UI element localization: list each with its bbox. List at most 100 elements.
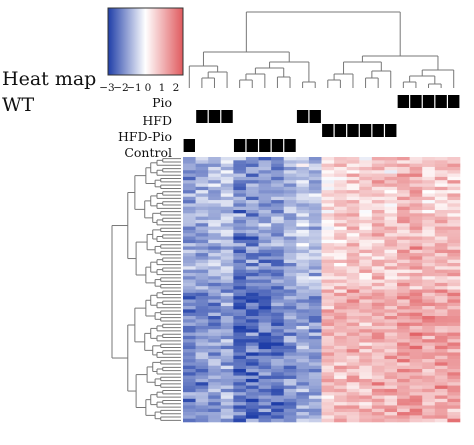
- heatmap-cell: [409, 352, 423, 357]
- heatmap-cell: [434, 375, 448, 380]
- heatmap-cell: [434, 325, 448, 330]
- heatmap-cell: [434, 176, 448, 181]
- heatmap-cell: [334, 335, 347, 340]
- heatmap-cell: [183, 186, 196, 191]
- heatmap-cell: [334, 322, 347, 327]
- heatmap-cell: [409, 292, 423, 297]
- heatmap-cell: [334, 206, 347, 211]
- heatmap-cell: [384, 352, 398, 357]
- heatmap-cell: [308, 388, 322, 393]
- heatmap-cell: [296, 196, 310, 201]
- heatmap-cell: [334, 226, 347, 231]
- heatmap-cell: [422, 176, 436, 181]
- heatmap-cell: [346, 329, 360, 333]
- heatmap-cell: [384, 253, 398, 257]
- heatmap-cell: [195, 392, 209, 396]
- heatmap-cell: [258, 412, 272, 416]
- heatmap-cell: [384, 276, 398, 280]
- heatmap-cell: [434, 292, 448, 297]
- heatmap-cell: [208, 335, 222, 340]
- heatmap-cell: [245, 239, 259, 244]
- group-bar-cell: [334, 124, 347, 137]
- heatmap-cell: [308, 292, 322, 297]
- heatmap-cell: [371, 190, 385, 194]
- heatmap-cell: [371, 349, 385, 353]
- heatmap-cell: [245, 282, 259, 287]
- heatmap-cell: [296, 329, 310, 333]
- heatmap-cell: [422, 322, 436, 327]
- heatmap-cell: [271, 226, 285, 231]
- heatmap-cell: [384, 249, 398, 254]
- heatmap-cell: [384, 335, 398, 340]
- heatmap-cell: [245, 355, 259, 360]
- heatmap-cell: [409, 349, 423, 353]
- heatmap-cell: [233, 302, 247, 307]
- heatmap-cell: [346, 392, 360, 396]
- heatmap-cell: [208, 266, 222, 270]
- heatmap-cell: [208, 239, 222, 244]
- heatmap-cell: [283, 299, 297, 304]
- group-bar-cell: [435, 95, 447, 108]
- heatmap-cell: [384, 219, 398, 224]
- heatmap-cell: [397, 190, 410, 194]
- heatmap-cell: [195, 203, 209, 207]
- heatmap-cell: [220, 279, 234, 284]
- heatmap-cell: [359, 292, 373, 297]
- heatmap-cell: [183, 213, 196, 217]
- heatmap-cell: [409, 388, 423, 393]
- heatmap-cell: [220, 256, 234, 260]
- heatmap-cell: [258, 322, 272, 327]
- heatmap-cell: [271, 170, 285, 174]
- heatmap-cell: [308, 249, 322, 254]
- heatmap-cell: [296, 296, 310, 300]
- heatmap-cell: [283, 385, 297, 390]
- heatmap-cell: [233, 163, 247, 168]
- heatmap-cell: [308, 253, 322, 257]
- heatmap-cell: [321, 385, 335, 390]
- heatmap-cell: [296, 259, 310, 264]
- heatmap-cell: [334, 418, 347, 423]
- heatmap-cell: [359, 398, 373, 403]
- heatmap-cell: [321, 282, 335, 287]
- heatmap-cell: [384, 325, 398, 330]
- heatmap-cell: [258, 239, 272, 244]
- heatmap-cell: [447, 243, 461, 247]
- heatmap-cell: [245, 193, 259, 198]
- heatmap-cell: [195, 289, 209, 294]
- heatmap-cell: [422, 325, 436, 330]
- heatmap-cell: [321, 276, 335, 280]
- heatmap-cell: [397, 375, 410, 380]
- heatmap-cell: [245, 219, 259, 224]
- heatmap-cell: [233, 203, 247, 207]
- heatmap-cell: [283, 359, 297, 363]
- heatmap-cell: [258, 306, 272, 310]
- heatmap-cell: [283, 210, 297, 214]
- heatmap-cell: [346, 193, 360, 198]
- heatmap-cell: [321, 392, 335, 396]
- heatmap-cell: [258, 203, 272, 207]
- heatmap-cell: [308, 352, 322, 357]
- heatmap-cell: [208, 398, 222, 403]
- heatmap-cell: [283, 276, 297, 280]
- heatmap-cell: [220, 392, 234, 396]
- heatmap-cell: [296, 335, 310, 340]
- heatmap-cell: [371, 325, 385, 330]
- heatmap-cell: [434, 160, 448, 164]
- heatmap-cell: [195, 219, 209, 224]
- group-bar-cell: [196, 110, 208, 123]
- heatmap-cell: [422, 253, 436, 257]
- heatmap-cell: [308, 216, 322, 221]
- heatmap-cell: [258, 408, 272, 413]
- heatmap-cell: [245, 415, 259, 419]
- heatmap-cell: [422, 309, 436, 313]
- heatmap-cell: [220, 223, 234, 227]
- heatmap-cell: [296, 322, 310, 327]
- heatmap-cell: [359, 176, 373, 181]
- heatmap-cell: [283, 345, 297, 350]
- heatmap-cell: [183, 166, 196, 171]
- heatmap-cell: [334, 229, 347, 234]
- heatmap-cell: [447, 322, 461, 327]
- heatmap-cell: [321, 312, 335, 317]
- heatmap-cell: [447, 292, 461, 297]
- heatmap-cell: [271, 266, 285, 270]
